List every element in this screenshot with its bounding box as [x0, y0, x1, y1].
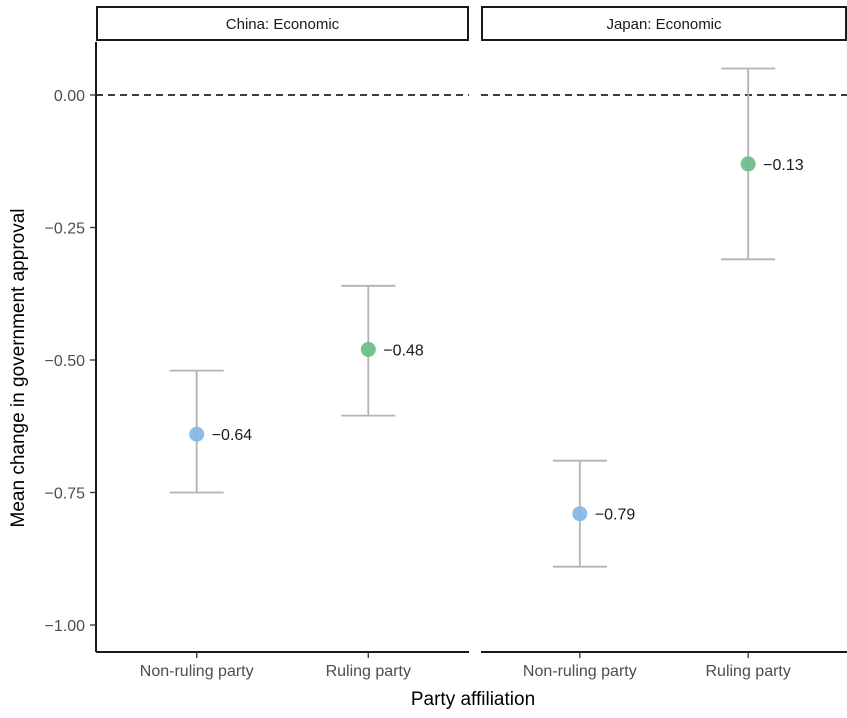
facet-strip-title: China: Economic [226, 16, 340, 33]
x-tick-label: Ruling party [705, 663, 790, 680]
y-tick-label: 0.00 [54, 88, 85, 105]
facet-strip [481, 6, 847, 41]
data-label: −0.13 [763, 157, 804, 174]
facet-panel: Japan: Economic −0.79 −0.13 [481, 6, 847, 568]
y-tick-label: −1.00 [45, 618, 86, 635]
data-label: −0.48 [383, 342, 424, 359]
x-tick-label: Non-ruling party [523, 663, 637, 680]
x-tick-label: Ruling party [326, 663, 411, 680]
data-point [189, 426, 205, 442]
data-label: −0.64 [212, 427, 253, 444]
facet-panel: China: Economic −0.64 −0.48 [96, 6, 469, 494]
y-axis-title: Mean change in government approval [8, 209, 29, 528]
data-label: −0.79 [595, 507, 636, 524]
data-point [360, 341, 376, 357]
facet-strip [96, 6, 469, 41]
x-tick-label: Non-ruling party [140, 663, 254, 680]
y-tick-label: −0.25 [45, 221, 86, 238]
y-tick-label: −0.50 [45, 353, 86, 370]
facet-strip-title: Japan: Economic [606, 16, 722, 33]
y-tick-label: −0.75 [45, 486, 86, 503]
x-axis-title: Party affiliation [411, 689, 535, 710]
data-point [572, 506, 588, 522]
data-point [740, 156, 756, 172]
